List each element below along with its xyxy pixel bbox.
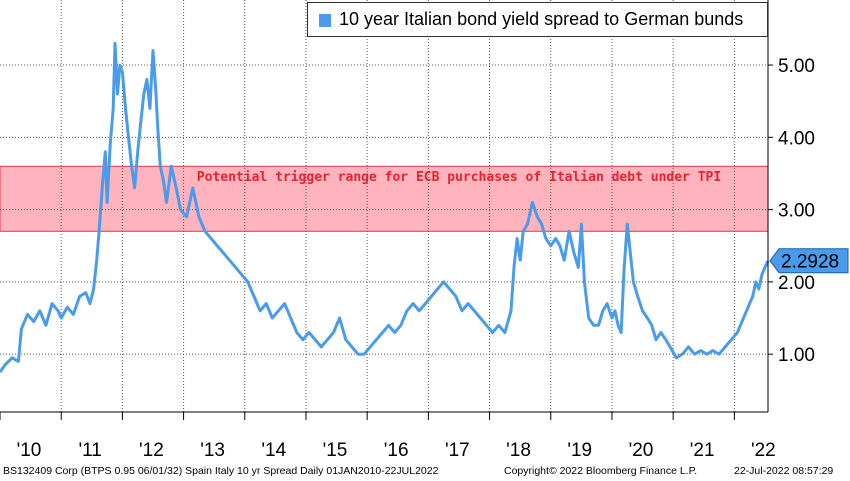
- y-tick-label: 2.00: [778, 273, 815, 294]
- x-tick-label: '10: [17, 440, 42, 461]
- x-tick-label: '22: [751, 440, 776, 461]
- x-tick-label: '21: [690, 440, 715, 461]
- labels: 1.00 2.00 3.00 4.00 5.00 '10 '11 '12 '13 '14 '15 '1…: [17, 56, 849, 461]
- x-tick-label: '18: [506, 440, 531, 461]
- y-tick-label: 1.00: [778, 345, 815, 366]
- y-tick-label: 4.00: [778, 128, 815, 149]
- x-tick-label: '11: [79, 440, 102, 461]
- x-tick-label: '20: [629, 440, 654, 461]
- legend-swatch: [319, 14, 331, 27]
- footer-source: BS132409 Corp (BTPS 0.95 06/01/32) Spain…: [3, 465, 439, 477]
- x-tick-label: '16: [384, 440, 409, 461]
- last-value-label: 2.2928: [781, 252, 839, 273]
- footer-timestamp: 22-Jul-2022 08:57:29: [734, 465, 834, 477]
- x-tick-label: '13: [200, 440, 225, 461]
- x-tick-label: '17: [445, 440, 470, 461]
- gridlines: [0, 0, 768, 412]
- x-tick-label: '15: [323, 440, 348, 461]
- y-tick-label: 3.00: [778, 201, 815, 222]
- trigger-band-label: Potential trigger range for ECB purchase…: [197, 170, 721, 185]
- y-tick-label: 5.00: [778, 56, 815, 77]
- trigger-band: Potential trigger range for ECB purchase…: [0, 165, 769, 232]
- legend: 10 year Italian bond yield spread to Ger…: [307, 2, 768, 37]
- legend-label: 10 year Italian bond yield spread to Ger…: [339, 9, 744, 29]
- x-tick-label: '19: [567, 440, 592, 461]
- trigger-band-rect: [0, 165, 769, 232]
- series-line-group: [0, 41, 770, 374]
- x-tick-label: '12: [139, 440, 164, 461]
- last-value-tag: [769, 248, 849, 274]
- axes: [0, 0, 773, 420]
- x-tick-label: '14: [261, 440, 286, 461]
- series-line: [0, 41, 770, 374]
- footer-copyright: Copyright© 2022 Bloomberg Finance L.P.: [504, 465, 698, 477]
